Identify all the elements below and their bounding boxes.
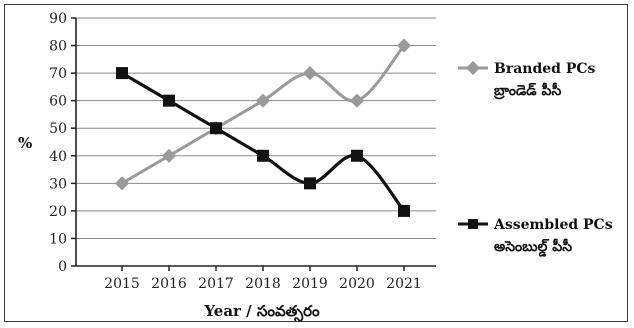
data-point-assembled bbox=[210, 122, 222, 135]
data-point-assembled bbox=[351, 149, 363, 162]
legend-sublabel-assembled: అసెంబుల్డ్ పీసీ bbox=[494, 238, 572, 257]
series-line-branded bbox=[121, 44, 406, 185]
series-layer bbox=[114, 38, 412, 217]
x-tick-label: 2017 bbox=[198, 276, 234, 292]
legend-marker-branded bbox=[465, 60, 481, 76]
y-tick-label: 30 bbox=[49, 176, 67, 192]
data-point-branded bbox=[114, 176, 130, 191]
data-point-branded bbox=[161, 148, 177, 163]
data-point-assembled bbox=[116, 67, 128, 80]
x-tick-label: 2016 bbox=[151, 276, 187, 292]
data-point-branded bbox=[302, 66, 318, 81]
legend-label-branded: Branded PCs bbox=[494, 61, 595, 77]
legend-sublabel-branded: బ్రాండెడ్ పీసీ bbox=[494, 82, 562, 100]
x-tick-label: 2018 bbox=[245, 276, 281, 292]
x-tick-label: 2020 bbox=[339, 276, 375, 292]
y-tick-label: 50 bbox=[49, 121, 67, 137]
y-tick-label: 70 bbox=[49, 66, 67, 82]
legend: Branded PCs బ్రాండెడ్ పీసీ Assembled PCs… bbox=[458, 60, 613, 257]
data-point-branded bbox=[255, 93, 271, 108]
x-tick-labels: 2015 2016 2017 2018 2019 2020 2021 bbox=[104, 276, 422, 292]
legend-label-assembled: Assembled PCs bbox=[493, 217, 613, 233]
y-tick-label: 90 bbox=[49, 11, 67, 27]
x-axis-label: Year / సంవత్సరం bbox=[203, 302, 320, 322]
y-tick-label: 40 bbox=[49, 149, 67, 165]
legend-marker-assembled bbox=[468, 219, 478, 229]
y-tick-label: 20 bbox=[49, 204, 67, 220]
data-point-assembled bbox=[257, 149, 269, 162]
y-tick-labels: 0 10 20 30 40 50 60 70 80 90 bbox=[49, 11, 67, 275]
x-tick-label: 2015 bbox=[104, 276, 140, 292]
y-tick-label: 10 bbox=[49, 231, 67, 247]
data-point-branded bbox=[349, 93, 365, 108]
data-point-branded bbox=[396, 38, 412, 53]
data-point-assembled bbox=[163, 94, 175, 107]
axes bbox=[71, 17, 436, 271]
legend-item-assembled: Assembled PCs అసెంబుల్డ్ పీసీ bbox=[458, 217, 613, 257]
chart-frame bbox=[4, 4, 628, 322]
y-tick-label: 0 bbox=[58, 259, 67, 275]
x-tick-label: 2021 bbox=[386, 276, 422, 292]
y-tick-label: 80 bbox=[49, 39, 67, 55]
x-tick-label: 2019 bbox=[292, 276, 328, 292]
legend-item-branded: Branded PCs బ్రాండెడ్ పీసీ bbox=[458, 60, 595, 100]
data-point-assembled bbox=[398, 204, 410, 217]
data-point-assembled bbox=[304, 177, 316, 190]
y-axis-label: % bbox=[18, 134, 32, 152]
gridlines bbox=[76, 17, 436, 239]
y-tick-label: 60 bbox=[49, 94, 67, 110]
